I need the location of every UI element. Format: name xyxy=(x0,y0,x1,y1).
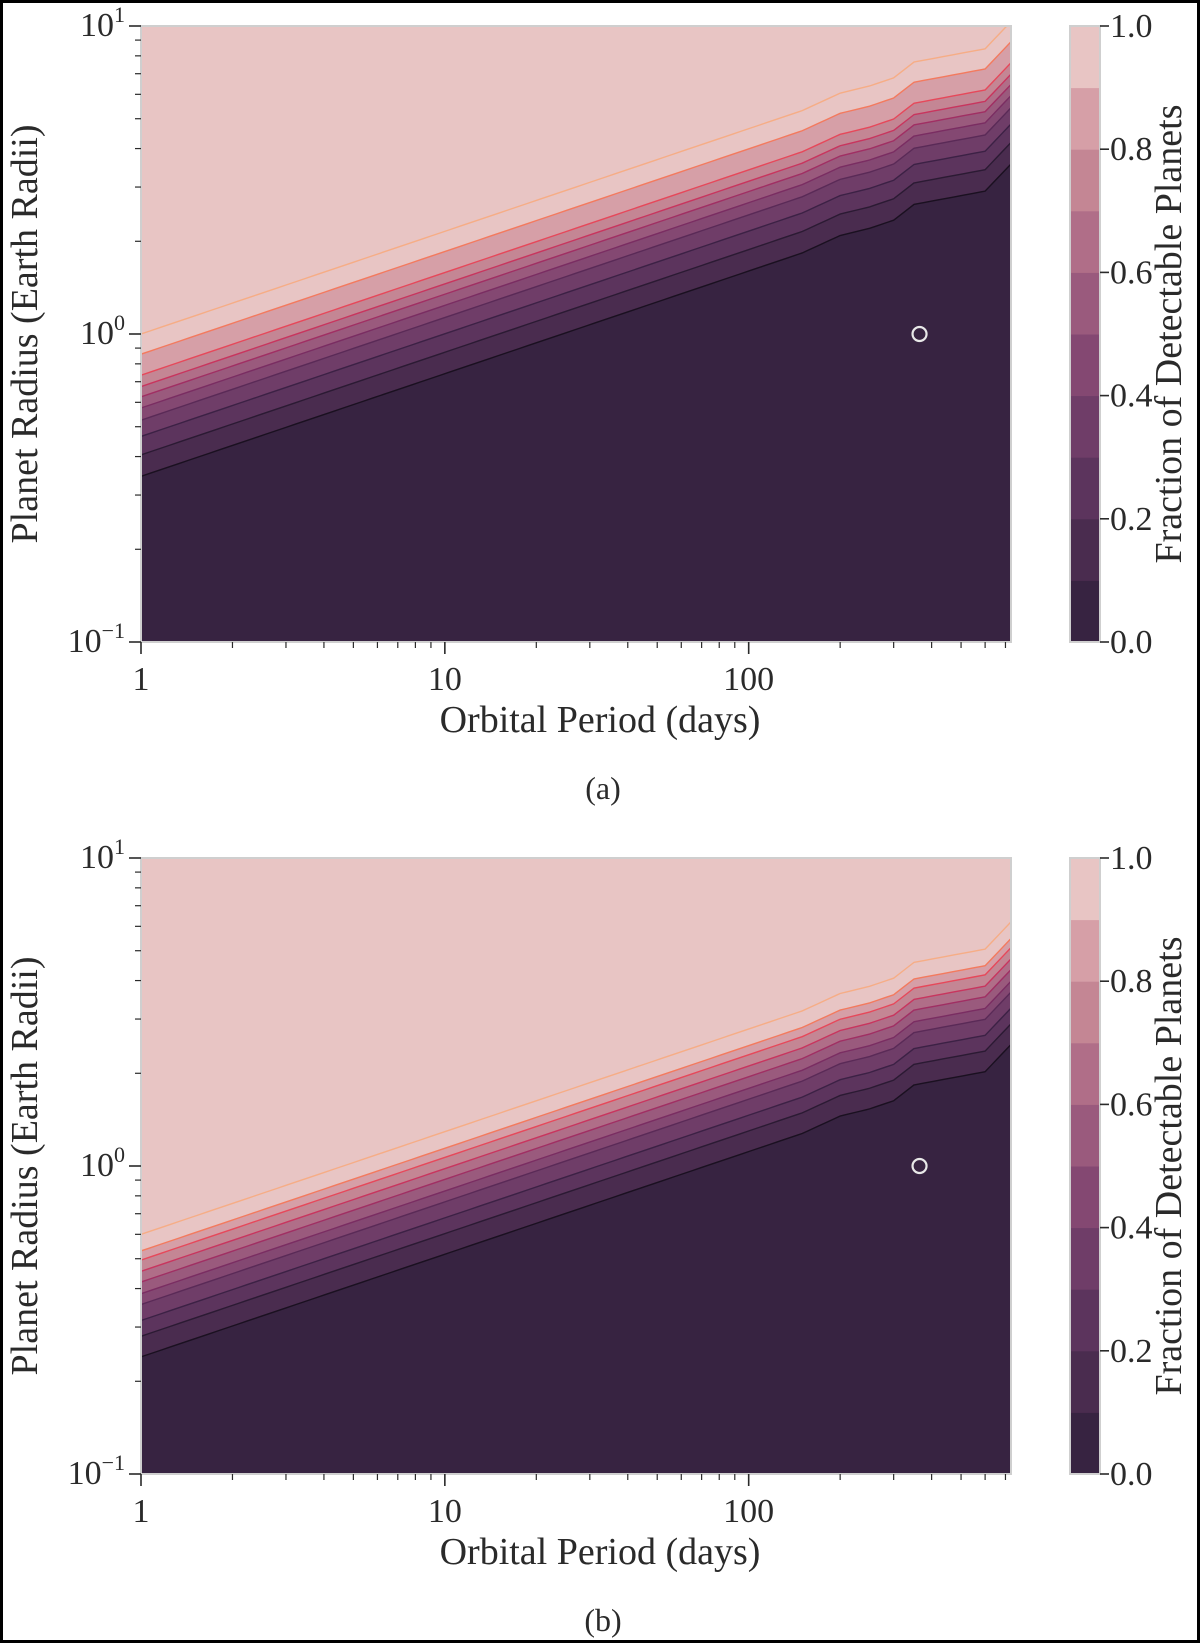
x-tick-label: 100 xyxy=(723,1493,774,1530)
colorbar-swatch xyxy=(1070,1412,1100,1475)
x-tick-label: 10 xyxy=(428,1493,462,1530)
colorbar-swatch xyxy=(1070,518,1100,581)
contour-line-3 xyxy=(141,1007,1011,1322)
contour-line-4 xyxy=(141,107,1011,421)
contour-line-5 xyxy=(141,95,1011,409)
y-tick-label: 100 xyxy=(80,1142,125,1184)
colorbar-swatch xyxy=(1070,1166,1100,1229)
y-tick-text: 100 xyxy=(80,310,125,352)
contour-line-4 xyxy=(141,991,1011,1306)
colorbar-tick-label: 0.8 xyxy=(1110,963,1153,1000)
x-tick-label: 1 xyxy=(133,661,150,698)
x-axis-label: Orbital Period (days) xyxy=(440,1531,761,1573)
chart-panel-a: 1 10 100 10−1 100 101 Orbital Period (days) Pla… xyxy=(4,3,1190,806)
contour-line-3 xyxy=(141,123,1011,438)
colorbar-swatch xyxy=(1070,1289,1100,1352)
colorbar-swatch xyxy=(1070,1042,1100,1105)
y-tick-text: 100 xyxy=(80,1142,125,1184)
contour-line-1 xyxy=(141,1043,1011,1358)
y-tick-label: 10−1 xyxy=(68,618,125,660)
colorbar-tick-label: 0.6 xyxy=(1110,254,1153,291)
contour-line-9 xyxy=(141,41,1011,355)
colorbar-swatch xyxy=(1070,87,1100,150)
contour-line-2 xyxy=(141,1023,1011,1337)
colorbar-swatch xyxy=(1070,981,1100,1044)
contour-line-10 xyxy=(141,26,1008,335)
y-tick-text: 10−1 xyxy=(68,618,125,660)
colorbar-swatch xyxy=(1070,395,1100,458)
contour-line-6 xyxy=(141,969,1011,1283)
y-tick-label: 101 xyxy=(80,3,125,44)
contour-line-8 xyxy=(141,62,1011,376)
colorbar-tick-label: 0.8 xyxy=(1110,131,1153,168)
y-tick-text: 101 xyxy=(80,3,125,44)
contour-line-8 xyxy=(141,947,1011,1261)
contour-line-1 xyxy=(141,163,1011,478)
colorbar-label: Fraction of Detectable Planets xyxy=(1148,936,1190,1395)
colorbar: 0.0 0.2 0.4 0.6 0.8 1.0 Fraction of Detectable… xyxy=(1069,840,1190,1493)
contour-band-10 xyxy=(141,858,1011,1235)
colorbar-swatch xyxy=(1070,580,1100,643)
colorbar-swatch xyxy=(1070,919,1100,982)
y-axis-label: Planet Radius (Earth Radii) xyxy=(4,957,46,1376)
colorbar-frame xyxy=(1069,25,1101,643)
y-tick-label: 10−1 xyxy=(68,1450,125,1492)
colorbar-label: Fraction of Detectable Planets xyxy=(1148,104,1190,563)
y-tick-label: 101 xyxy=(80,834,125,876)
colorbar-swatch xyxy=(1070,26,1100,89)
y-tick-label: 100 xyxy=(80,310,125,352)
contour-line-2 xyxy=(141,142,1011,456)
colorbar-tick-label: 1.0 xyxy=(1110,8,1153,45)
earth-marker xyxy=(911,325,928,343)
panel-caption: (a) xyxy=(585,770,621,806)
contour-band-10 xyxy=(141,26,1007,334)
colorbar-tick-label: 0.2 xyxy=(1110,1333,1153,1370)
colorbar: 0.0 0.2 0.4 0.6 0.8 1.0 Fraction of Detectable… xyxy=(1069,8,1190,661)
contour-line-9 xyxy=(141,938,1011,1252)
colorbar-tick-label: 1.0 xyxy=(1110,840,1153,877)
contour-line-7 xyxy=(141,958,1011,1272)
panel-caption: (b) xyxy=(584,1602,621,1638)
chart-panel-b: 1 10 100 10−1 100 101 Orbital Period (days) Pla… xyxy=(4,834,1190,1638)
y-tick-text: 101 xyxy=(80,834,125,876)
contour-line-5 xyxy=(141,980,1011,1295)
colorbar-swatch xyxy=(1070,334,1100,397)
x-tick-label: 100 xyxy=(723,661,774,698)
contour-line-10 xyxy=(141,921,1011,1235)
plot-area xyxy=(141,858,1011,1474)
earth-marker xyxy=(911,1157,928,1175)
contour-line-7 xyxy=(141,73,1011,388)
colorbar-swatch xyxy=(1070,272,1100,335)
colorbar-swatch xyxy=(1070,457,1100,520)
y-axis-label: Planet Radius (Earth Radii) xyxy=(4,125,46,544)
colorbar-tick-label: 0.0 xyxy=(1110,1456,1153,1493)
plot-area xyxy=(141,26,1011,642)
colorbar-swatch xyxy=(1070,149,1100,212)
contour-line-6 xyxy=(141,83,1011,398)
colorbar-swatch xyxy=(1070,1350,1100,1413)
colorbar-tick-label: 0.4 xyxy=(1110,1210,1153,1247)
colorbar-swatch xyxy=(1070,1104,1100,1167)
x-tick-label: 1 xyxy=(133,1493,150,1530)
x-axis-label: Orbital Period (days) xyxy=(440,699,761,741)
colorbar-tick-label: 0.6 xyxy=(1110,1086,1153,1123)
y-tick-text: 10−1 xyxy=(68,1450,125,1492)
x-tick-label: 10 xyxy=(428,661,462,698)
colorbar-swatch xyxy=(1070,1227,1100,1290)
colorbar-frame xyxy=(1069,857,1101,1475)
colorbar-tick-label: 0.4 xyxy=(1110,378,1153,415)
colorbar-tick-label: 0.0 xyxy=(1110,624,1153,661)
colorbar-swatch xyxy=(1070,858,1100,921)
colorbar-tick-label: 0.2 xyxy=(1110,501,1153,538)
colorbar-swatch xyxy=(1070,210,1100,273)
